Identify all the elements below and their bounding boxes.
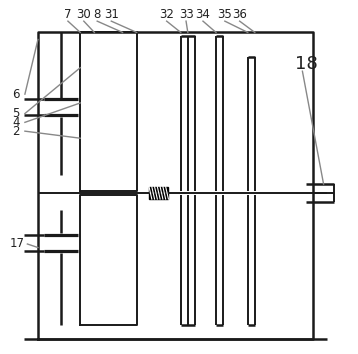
Text: 32: 32: [159, 7, 174, 21]
Text: 17: 17: [9, 238, 24, 251]
Text: 31: 31: [104, 7, 119, 21]
Polygon shape: [149, 187, 168, 199]
Text: 18: 18: [295, 55, 317, 73]
Text: 6: 6: [12, 88, 20, 101]
Text: 8: 8: [93, 7, 101, 21]
Text: 7: 7: [64, 7, 72, 21]
Text: 30: 30: [76, 7, 91, 21]
Text: 36: 36: [232, 7, 247, 21]
Text: 33: 33: [179, 7, 193, 21]
Text: 34: 34: [195, 7, 211, 21]
Text: 35: 35: [217, 7, 232, 21]
Text: 2: 2: [12, 125, 20, 138]
Text: 4: 4: [12, 116, 20, 129]
Text: 5: 5: [13, 107, 20, 120]
